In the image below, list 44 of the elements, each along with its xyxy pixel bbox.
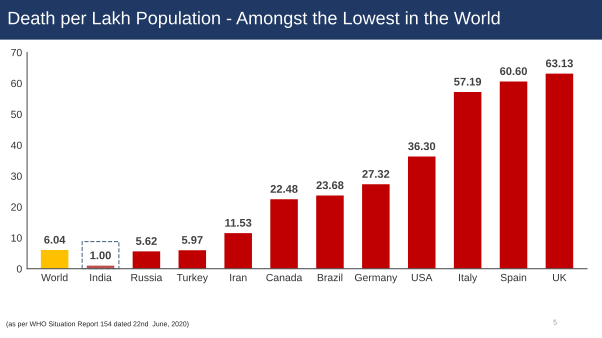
bar [40, 250, 68, 269]
data-label: 63.13 [546, 59, 573, 68]
y-tick-label: 50 [11, 110, 22, 118]
y-tick-label: 70 [11, 48, 22, 56]
data-label: 23.68 [316, 181, 344, 190]
bar [362, 184, 390, 269]
x-tick-label: UK [552, 274, 567, 282]
y-tick-label: 20 [11, 203, 22, 211]
bar [270, 199, 298, 269]
x-tick-label: Turkey [176, 274, 208, 284]
x-tick-label: Germany [354, 274, 398, 284]
bar [316, 196, 344, 269]
data-label: 22.48 [270, 185, 298, 193]
data-label: 27.32 [362, 170, 390, 178]
data-label: 5.62 [136, 237, 157, 245]
data-label: 5.97 [182, 236, 203, 244]
bar [132, 251, 160, 269]
bar [500, 81, 528, 269]
bar [546, 74, 574, 269]
x-tick-label: USA [412, 274, 432, 282]
bar [224, 233, 252, 269]
x-tick-label: Russia [131, 274, 162, 282]
bar [454, 92, 482, 269]
data-label: 60.60 [500, 67, 527, 76]
y-tick-label: 0 [16, 265, 22, 273]
data-label: 6.04 [44, 236, 66, 244]
x-tick-label: Canada [266, 274, 302, 282]
x-tick-label: Brazil [318, 274, 342, 282]
data-label: 11.53 [225, 218, 252, 227]
x-tick-label: Spain [500, 274, 526, 284]
x-tick-label: India [90, 274, 112, 282]
y-tick-label: 10 [11, 234, 22, 242]
chart-title: Death per Lakh Population - Amongst the Lowest in the World [8, 11, 500, 28]
y-tick-label: 60 [11, 80, 22, 88]
bar [178, 250, 206, 269]
data-label: 57.19 [454, 78, 482, 86]
x-tick-label: Iran [230, 274, 246, 282]
data-label: 36.30 [408, 142, 436, 150]
bar [408, 156, 436, 269]
data-label: 1.00 [90, 251, 111, 260]
x-tick-label: World [41, 274, 68, 282]
x-tick-label: Italy [459, 274, 478, 284]
y-tick-label: 40 [10, 142, 22, 149]
y-tick-label: 30 [11, 172, 22, 180]
